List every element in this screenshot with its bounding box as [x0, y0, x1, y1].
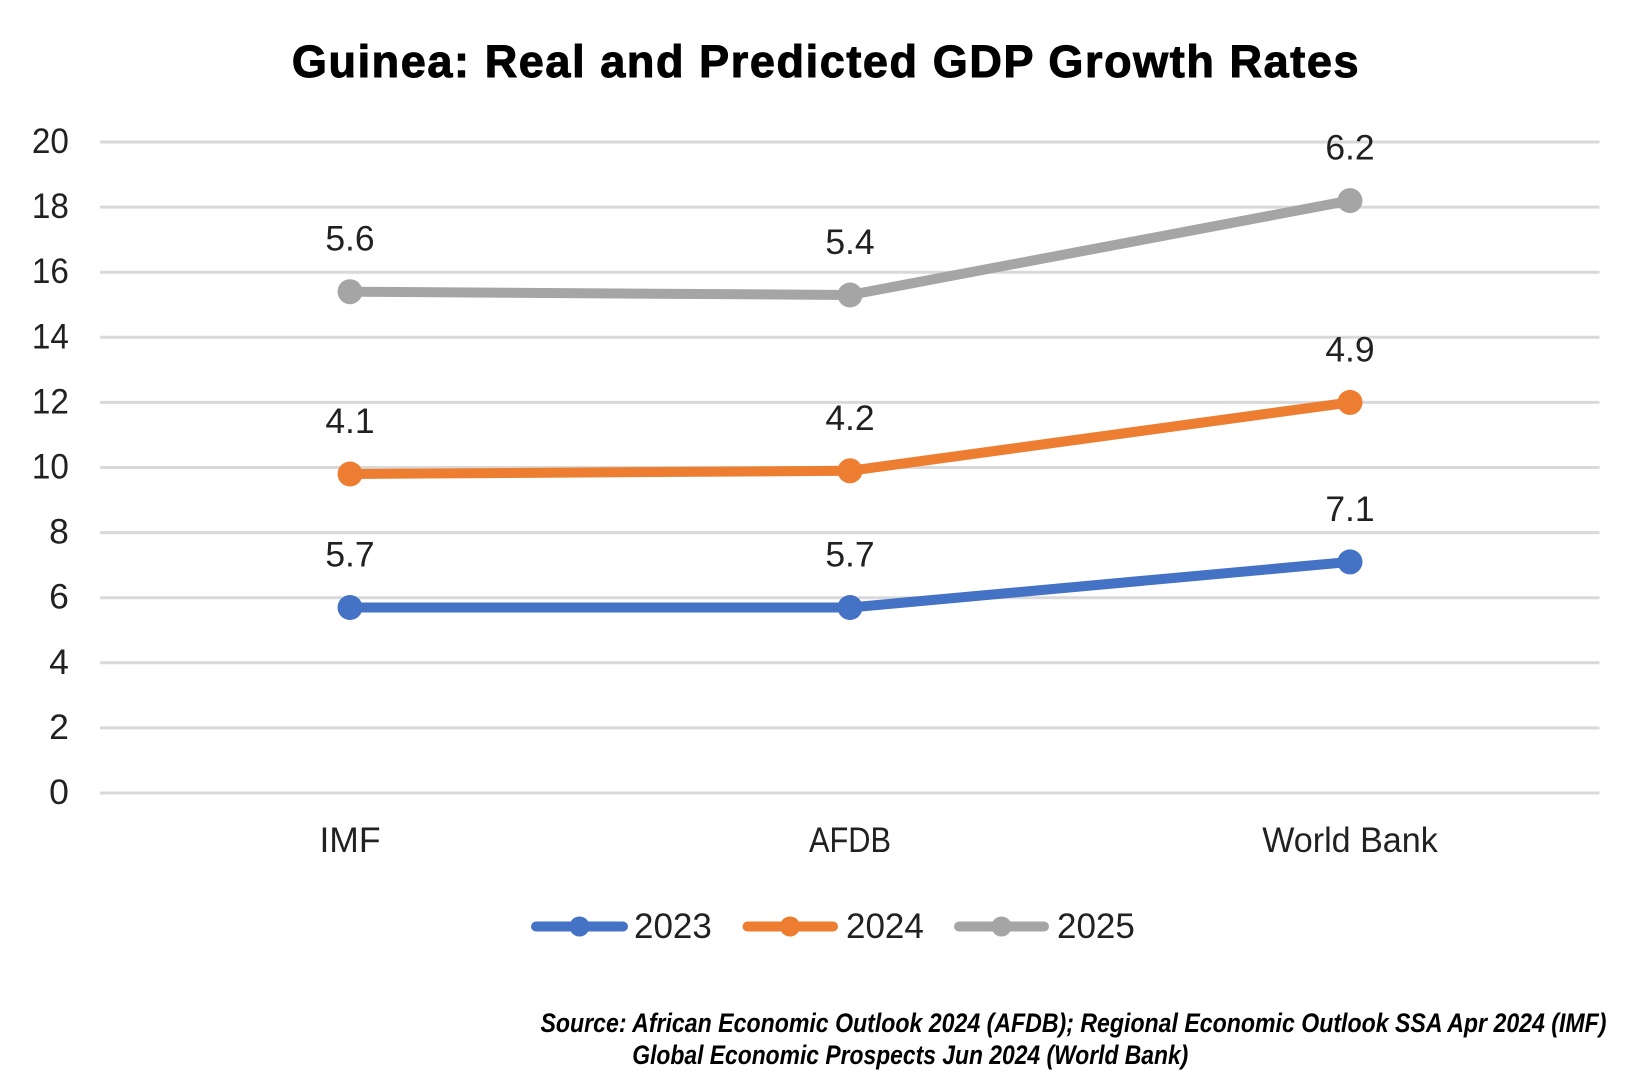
svg-text:AFDB: AFDB	[809, 820, 891, 860]
svg-text:5.4: 5.4	[825, 222, 874, 262]
svg-text:2: 2	[49, 707, 69, 747]
svg-text:7.1: 7.1	[1325, 489, 1374, 529]
svg-text:2025: 2025	[1057, 907, 1135, 946]
svg-text:8: 8	[49, 512, 69, 552]
svg-text:20: 20	[32, 121, 69, 161]
svg-text:2023: 2023	[634, 907, 712, 946]
svg-text:World Bank: World Bank	[1262, 820, 1438, 860]
svg-text:6: 6	[49, 577, 69, 617]
svg-text:5.7: 5.7	[325, 535, 374, 575]
svg-text:12: 12	[32, 381, 69, 421]
svg-text:18: 18	[32, 186, 69, 226]
svg-text:5.6: 5.6	[325, 219, 374, 259]
svg-text:4.2: 4.2	[825, 398, 874, 438]
svg-text:2024: 2024	[846, 907, 924, 946]
svg-text:6.2: 6.2	[1325, 128, 1374, 168]
svg-text:4.9: 4.9	[1325, 329, 1374, 369]
svg-text:14: 14	[32, 316, 69, 356]
svg-text:0: 0	[49, 772, 69, 812]
svg-text:IMF: IMF	[319, 820, 380, 860]
svg-text:Source: African Economic Outlo: Source: African Economic Outlook 2024 (A…	[541, 1008, 1607, 1038]
svg-text:Guinea: Real and Predicted GDP: Guinea: Real and Predicted GDP Growth Ra…	[292, 36, 1360, 87]
svg-text:10: 10	[32, 447, 69, 487]
svg-text:5.7: 5.7	[825, 535, 874, 575]
svg-text:16: 16	[32, 251, 69, 291]
svg-text:4: 4	[49, 642, 69, 682]
svg-text:4.1: 4.1	[325, 401, 374, 441]
svg-text:Global Economic Prospects Jun: Global Economic Prospects Jun 2024 (Worl…	[632, 1040, 1188, 1070]
